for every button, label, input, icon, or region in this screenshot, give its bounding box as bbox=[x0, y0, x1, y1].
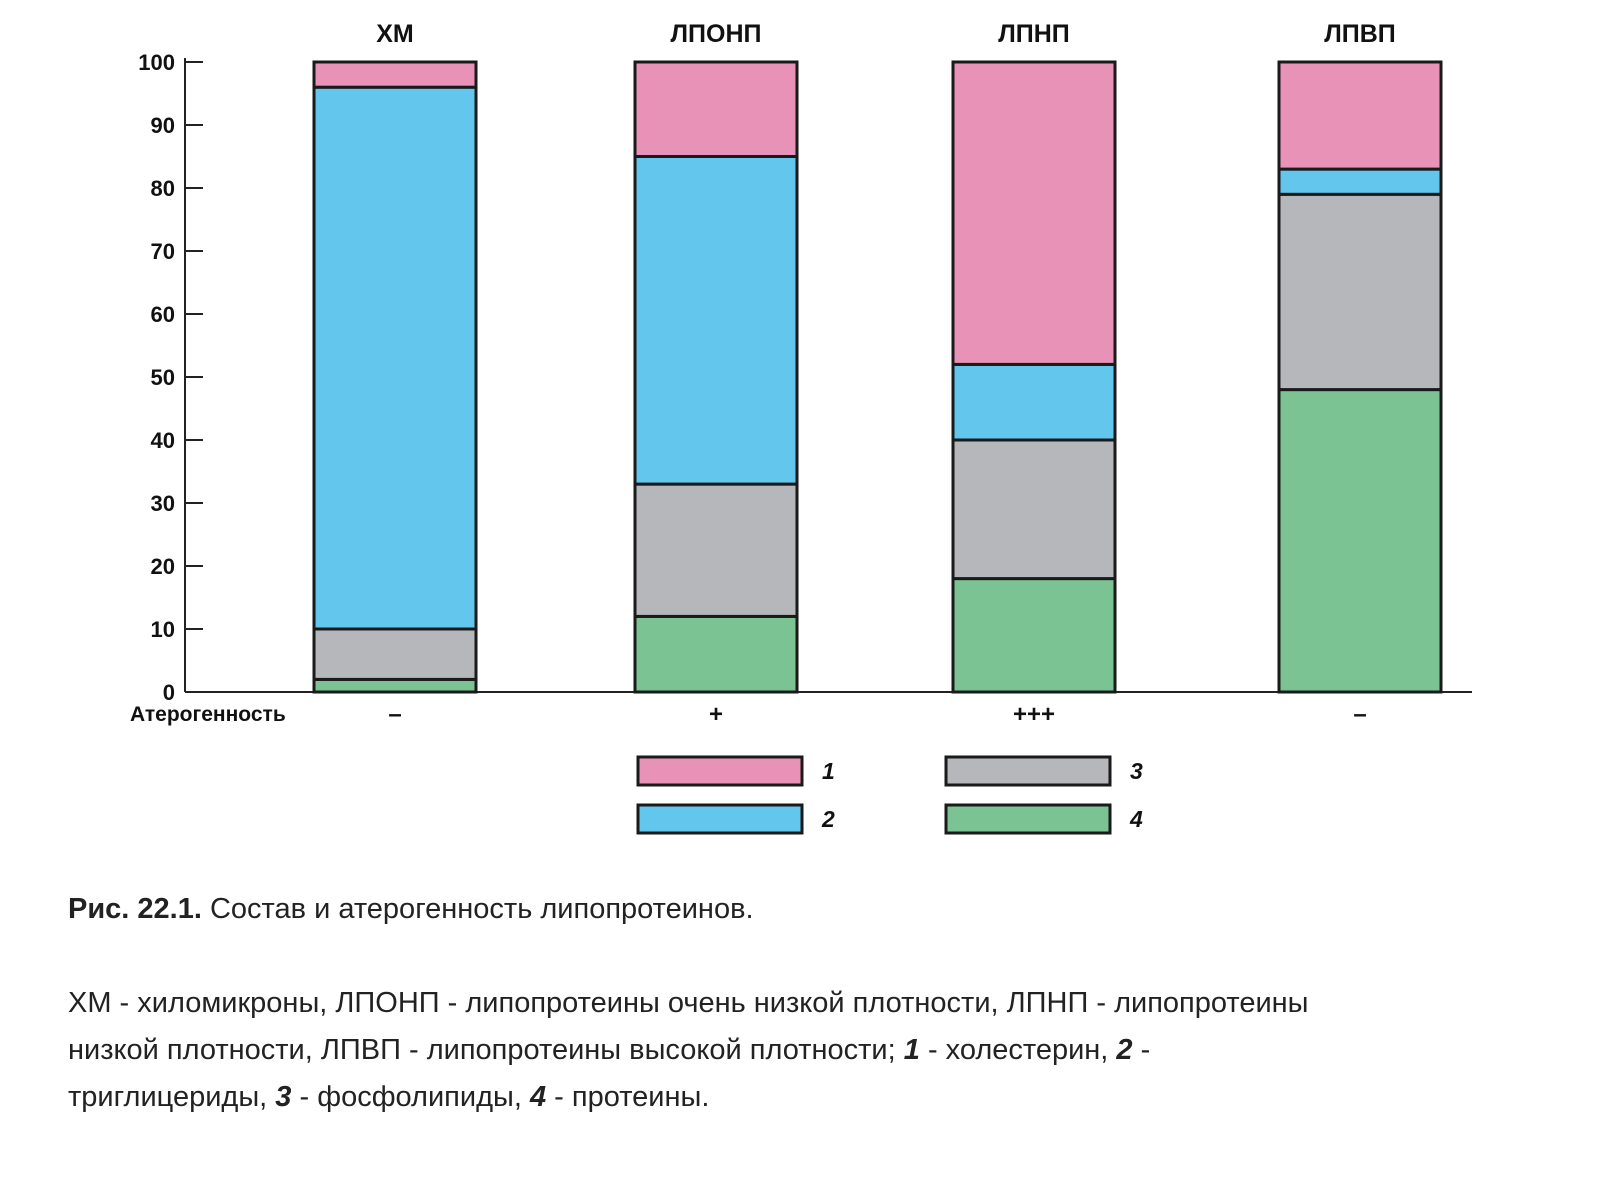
bar-segment bbox=[951, 60, 1117, 366]
notes-line-2-part-c: - bbox=[1132, 1034, 1151, 1066]
bar-segment bbox=[312, 677, 478, 694]
bar-segment bbox=[951, 362, 1117, 442]
notes-line-1: ХМ - хиломикроны, ЛПОНП - липопротеины о… bbox=[68, 987, 1309, 1019]
bar-segment bbox=[1277, 167, 1443, 196]
notes-line-3-part-c: - протеины. bbox=[546, 1081, 710, 1113]
y-tick-label: 80 bbox=[151, 176, 175, 201]
legend-swatch bbox=[944, 755, 1112, 787]
bar-segment bbox=[633, 614, 799, 694]
notes-num-1: 1 bbox=[903, 1034, 920, 1066]
atherogenicity-value: – bbox=[1353, 701, 1366, 728]
y-tick-label: 70 bbox=[151, 239, 175, 264]
y-tick-label: 50 bbox=[151, 365, 175, 390]
notes-line-2-part-b: - холестерин, bbox=[919, 1034, 1117, 1066]
legend-swatch bbox=[636, 803, 804, 835]
y-tick-label: 100 bbox=[138, 50, 175, 75]
y-tick-label: 10 bbox=[151, 617, 175, 642]
figure-notes: ХМ - хиломикроны, ЛПОНП - липопротеины о… bbox=[68, 980, 1600, 1121]
y-tick-label: 30 bbox=[151, 491, 175, 516]
legend-swatch bbox=[944, 803, 1112, 835]
bar-segment bbox=[633, 155, 799, 486]
category-label: ЛПОНП bbox=[671, 20, 762, 48]
bar-segment bbox=[1277, 60, 1443, 171]
figure-caption: Рис. 22.1. Состав и атерогенность липопр… bbox=[68, 893, 1588, 926]
lipoprotein-stacked-bar-chart: 0 10 20 30 40 50 60 70 80 90 100 ХМ – ЛПОНП + ЛПНП +++ ЛП… bbox=[130, 20, 1472, 835]
category-label: ЛПНП bbox=[998, 20, 1070, 48]
legend-label: 3 bbox=[1130, 758, 1143, 784]
bar-segment bbox=[1277, 388, 1443, 694]
legend-label: 1 bbox=[822, 758, 835, 784]
atherogenicity-label: Атерогенность bbox=[130, 703, 286, 726]
legend-label: 4 bbox=[1129, 806, 1143, 832]
notes-line-3-part-a: триглицериды, bbox=[68, 1081, 276, 1113]
notes-line-2: низкой плотности, ЛПВП - липопротеины вы… bbox=[68, 1027, 1600, 1074]
bar-segment bbox=[312, 60, 478, 89]
y-tick-label: 0 bbox=[163, 680, 175, 705]
bar-segment bbox=[951, 438, 1117, 581]
category-label: ХМ bbox=[376, 20, 414, 48]
notes-num-3: 3 bbox=[275, 1081, 292, 1113]
notes-num-2: 2 bbox=[1116, 1034, 1133, 1066]
bar-segment bbox=[633, 60, 799, 158]
figure-caption-label: Рис. 22.1. bbox=[68, 893, 202, 925]
atherogenicity-value: +++ bbox=[1013, 701, 1055, 728]
notes-line-3: триглицериды, 3 - фосфолипиды, 4 - проте… bbox=[68, 1074, 1600, 1121]
y-tick-label: 40 bbox=[151, 428, 175, 453]
atherogenicity-value: – bbox=[388, 701, 401, 728]
bar-segment bbox=[1277, 192, 1443, 392]
y-tick-label: 20 bbox=[151, 554, 175, 579]
category-label: ЛПВП bbox=[1324, 20, 1396, 48]
y-tick-label: 90 bbox=[151, 113, 175, 138]
notes-line-2-part-a: низкой плотности, ЛПВП - липопротеины вы… bbox=[68, 1034, 904, 1066]
notes-num-4: 4 bbox=[529, 1081, 547, 1113]
figure-caption-text: Состав и атерогенность липопротеинов. bbox=[201, 893, 754, 925]
atherogenicity-value: + bbox=[709, 701, 723, 728]
bar-segment bbox=[312, 85, 478, 631]
legend-swatch bbox=[636, 755, 804, 787]
y-tick-label: 60 bbox=[151, 302, 175, 327]
bar-segment bbox=[312, 627, 478, 681]
bar-segment bbox=[951, 577, 1117, 694]
bar-segment bbox=[633, 482, 799, 618]
notes-line-3-part-b: - фосфолипиды, bbox=[291, 1081, 530, 1113]
legend-label: 2 bbox=[821, 806, 835, 832]
